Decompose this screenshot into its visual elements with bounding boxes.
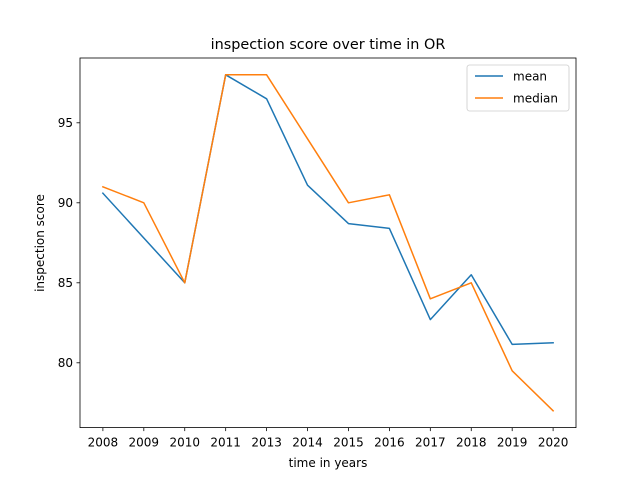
x-tick-label: 2009 [129,436,160,450]
y-tick-label: 90 [58,196,73,210]
x-tick-label: 2011 [210,436,241,450]
series-line-median [101,74,555,412]
x-tick-label: 2019 [497,436,528,450]
x-tick-label: 2008 [88,436,119,450]
x-tick-label: 2016 [374,436,405,450]
legend: mean median [466,64,570,112]
x-tick-label: 2014 [292,436,323,450]
plot-area-frame [79,57,577,429]
series-line-mean [101,74,554,346]
plot-lines [101,74,555,412]
y-tick-label: 80 [58,356,73,370]
legend-label-mean: mean [513,69,547,83]
x-tick-label: 2018 [456,436,487,450]
y-axis: 80 85 90 95 [58,116,80,370]
x-tick-label: 2010 [169,436,200,450]
x-tick-label: 2020 [538,436,569,450]
x-axis-label: time in years [289,456,368,470]
x-tick-label: 2015 [333,436,364,450]
y-tick-label: 95 [58,116,73,130]
legend-label-median: median [513,91,558,105]
x-tick-label: 2017 [415,436,446,450]
chart-title: inspection score over time in OR [211,37,446,53]
y-tick-label: 85 [58,276,73,290]
y-axis-label: inspection score [33,194,47,292]
x-tick-label: 2013 [251,436,282,450]
x-axis: 2008 2009 2010 2011 2013 2014 2015 2016 2017 2018… [88,427,569,450]
